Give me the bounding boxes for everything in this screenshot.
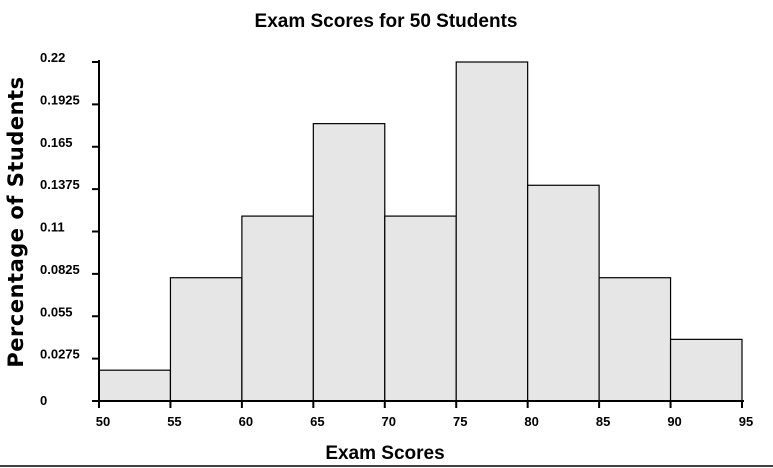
- x-tick-label: 60: [239, 414, 253, 429]
- x-tick-label: 50: [96, 414, 110, 429]
- x-tick-label: 80: [524, 414, 538, 429]
- histogram-bar-80-85: [527, 184, 600, 402]
- y-axis-label: Percentage of Students: [4, 76, 28, 367]
- x-tick-label: 65: [310, 414, 324, 429]
- x-tick-label: 55: [167, 414, 181, 429]
- x-axis-label: Exam Scores: [325, 443, 444, 464]
- histogram-bar-65-70: [312, 123, 386, 402]
- histogram-bar-70-75: [384, 215, 457, 402]
- histogram-bar-60-65: [241, 215, 314, 402]
- y-tick-label: 0.1375: [40, 177, 80, 192]
- histogram-bar-50-55: [98, 369, 172, 402]
- histogram-bar-75-80: [455, 61, 529, 402]
- y-tick-label: 0.055: [40, 304, 73, 319]
- x-tick-label: 75: [453, 414, 467, 429]
- x-tick-label: 95: [739, 414, 753, 429]
- y-axis-ticks: 0 0.0275 0.055 0.0825 0.11 0.1375 0.165 0.1925 0…: [40, 50, 99, 408]
- histogram-bar-85-90: [598, 277, 672, 402]
- y-tick-label: 0: [40, 393, 47, 408]
- y-tick-label: 0.0825: [40, 262, 80, 277]
- histogram-bar-90-95: [669, 338, 743, 402]
- y-tick-label: 0.1925: [40, 92, 80, 107]
- x-axis-ticks: 50 55 60 65 70 75 80 85 90 95: [96, 401, 753, 429]
- y-tick-label: 0.11: [40, 220, 65, 235]
- x-tick-label: 70: [382, 414, 396, 429]
- bars-group: [98, 61, 743, 402]
- x-tick-label: 85: [596, 414, 610, 429]
- y-tick-label: 0.0275: [40, 347, 80, 362]
- histogram-bar-55-60: [169, 277, 243, 402]
- y-tick-label: 0.165: [40, 135, 73, 150]
- x-tick-label: 90: [667, 414, 681, 429]
- chart-title: Exam Scores for 50 Students: [255, 11, 518, 32]
- y-tick-label: 0.22: [40, 50, 65, 65]
